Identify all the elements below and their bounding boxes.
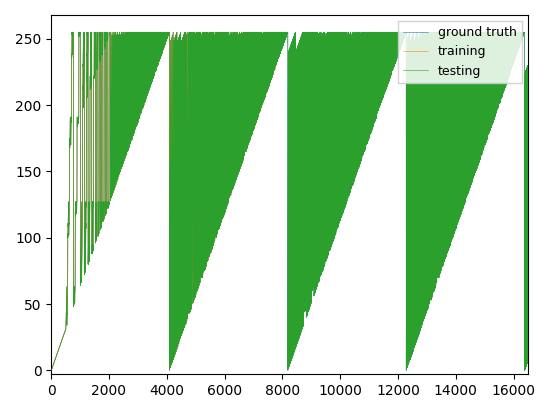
testing [251, 42, 257, 47]
ground truth [383, 76, 390, 81]
training [219, 35, 226, 40]
ground truth [524, 231, 531, 236]
ground truth [152, 31, 159, 36]
testing [230, 158, 237, 163]
training [231, 181, 238, 186]
training [68, 30, 75, 35]
ground truth [48, 368, 55, 373]
Line: ground truth: ground truth [51, 32, 528, 370]
Line: training: training [51, 32, 282, 370]
ground truth [251, 42, 257, 47]
ground truth [230, 158, 237, 163]
testing [383, 76, 390, 81]
ground truth [465, 31, 472, 36]
training [131, 128, 138, 133]
testing [68, 30, 75, 35]
training [48, 368, 55, 373]
testing [465, 31, 472, 36]
ground truth [496, 79, 502, 84]
testing [48, 368, 55, 373]
training [60, 335, 66, 339]
Legend: ground truth, training, testing: ground truth, training, testing [398, 21, 522, 83]
training [195, 114, 201, 119]
training [184, 221, 191, 225]
training [279, 46, 285, 51]
testing [496, 79, 502, 84]
testing [152, 31, 159, 36]
testing [524, 231, 531, 236]
ground truth [68, 30, 75, 35]
Line: testing: testing [51, 32, 528, 370]
